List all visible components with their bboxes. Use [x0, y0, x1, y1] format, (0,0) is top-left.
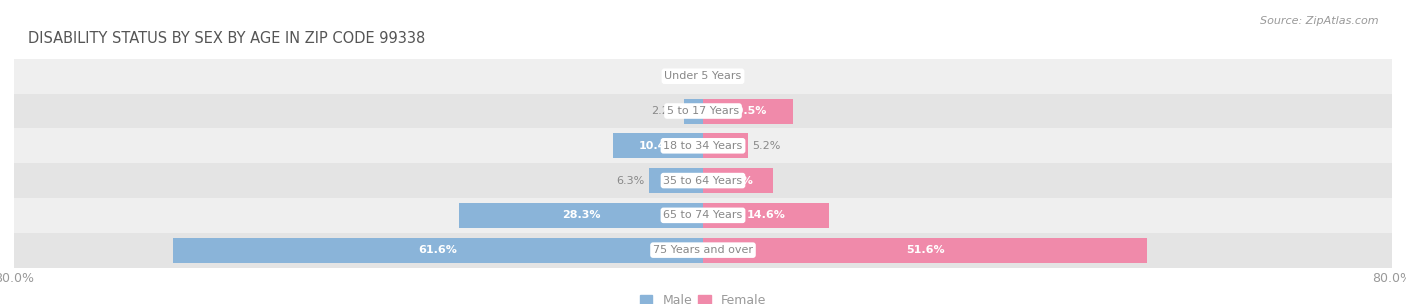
- Bar: [613, 133, 703, 158]
- Bar: [703, 203, 828, 228]
- Bar: [460, 203, 703, 228]
- Bar: [685, 98, 703, 123]
- Text: 51.6%: 51.6%: [905, 245, 945, 255]
- Bar: [703, 133, 748, 158]
- Bar: [14, 198, 1392, 233]
- Text: 75 Years and over: 75 Years and over: [652, 245, 754, 255]
- Text: 10.4%: 10.4%: [638, 141, 678, 151]
- Text: DISABILITY STATUS BY SEX BY AGE IN ZIP CODE 99338: DISABILITY STATUS BY SEX BY AGE IN ZIP C…: [28, 31, 425, 46]
- Bar: [173, 238, 703, 263]
- Bar: [703, 238, 1147, 263]
- Text: 5.2%: 5.2%: [752, 141, 780, 151]
- Bar: [14, 94, 1392, 128]
- Text: 8.1%: 8.1%: [723, 176, 754, 185]
- Bar: [14, 233, 1392, 268]
- Bar: [14, 163, 1392, 198]
- Bar: [703, 168, 773, 193]
- Text: 14.6%: 14.6%: [747, 210, 786, 220]
- Text: Under 5 Years: Under 5 Years: [665, 71, 741, 81]
- Bar: [703, 98, 793, 123]
- Text: Source: ZipAtlas.com: Source: ZipAtlas.com: [1260, 16, 1378, 26]
- Text: 28.3%: 28.3%: [562, 210, 600, 220]
- Text: 35 to 64 Years: 35 to 64 Years: [664, 176, 742, 185]
- Legend: Male, Female: Male, Female: [640, 294, 766, 304]
- Text: 61.6%: 61.6%: [419, 245, 457, 255]
- Bar: [648, 168, 703, 193]
- Text: 18 to 34 Years: 18 to 34 Years: [664, 141, 742, 151]
- Text: 2.2%: 2.2%: [651, 106, 679, 116]
- Text: 6.3%: 6.3%: [616, 176, 644, 185]
- Text: 65 to 74 Years: 65 to 74 Years: [664, 210, 742, 220]
- Text: 0.0%: 0.0%: [707, 71, 735, 81]
- Bar: [14, 59, 1392, 94]
- Bar: [14, 128, 1392, 163]
- Text: 5 to 17 Years: 5 to 17 Years: [666, 106, 740, 116]
- Text: 0.0%: 0.0%: [671, 71, 699, 81]
- Text: 10.5%: 10.5%: [730, 106, 768, 116]
